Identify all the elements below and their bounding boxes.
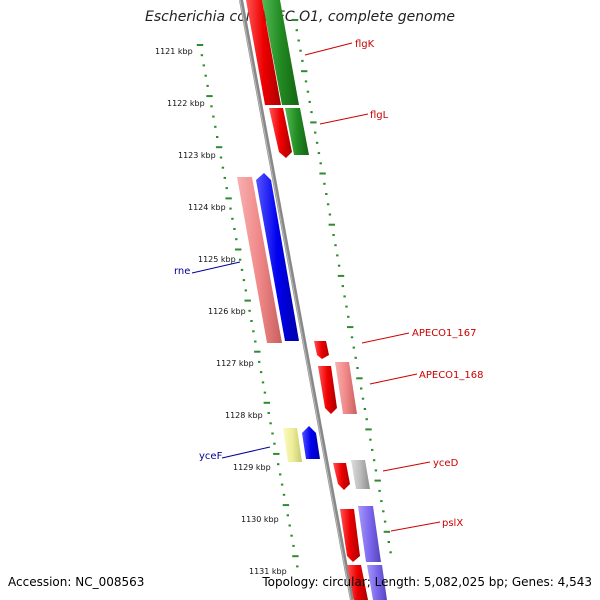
gene-label-apeco1-167: APECO1_167 — [412, 328, 477, 339]
gene-label-apeco1-168: APECO1_168 — [419, 370, 484, 381]
leader-apeco1-167 — [361, 332, 410, 344]
gene-bar-apeco1-168-pink — [335, 362, 357, 414]
gene-labels: flgK flgL rne APECO1_167 APECO1_168 yceF… — [174, 39, 484, 529]
scale-label-1130: 1130 kbp — [241, 515, 279, 524]
scale-label-1123: 1123 kbp — [178, 151, 216, 160]
scale-label-1124: 1124 kbp — [188, 203, 226, 212]
scale-label-1131: 1131 kbp — [249, 567, 287, 576]
gene-bar-ycef-yellow — [283, 428, 302, 462]
map-title: Escherichia coli APEC O1, complete genom… — [145, 9, 455, 25]
gene-label-ycef: yceF — [199, 451, 223, 462]
gene-bar-flgk-green — [262, 0, 299, 105]
scale-labels: 1121 kbp 1122 kbp 1123 kbp 1124 kbp 1125… — [155, 47, 287, 576]
gene-bar-flgl-red — [269, 108, 292, 158]
gene-label-flgl: flgL — [370, 110, 389, 121]
leader-flgl — [319, 113, 369, 125]
gene-bar-apeco1-168-red — [318, 366, 337, 414]
gene-bar-ycef-blue — [302, 426, 320, 459]
gene-label-yced: yceD — [433, 458, 459, 469]
scale-label-1127: 1127 kbp — [216, 359, 254, 368]
scale-label-1121: 1121 kbp — [155, 47, 193, 56]
scale-label-1128: 1128 kbp — [225, 411, 263, 420]
gene-bar-pslx-red — [340, 509, 360, 562]
genome-backbone — [239, 0, 354, 600]
gene-bar-flgl-green — [285, 108, 309, 155]
inner-tick-track — [196, 44, 299, 568]
scale-label-1129: 1129 kbp — [233, 463, 271, 472]
accession-text: Accession: NC_008563 — [8, 575, 145, 589]
gene-bar-apeco1-167 — [314, 341, 329, 359]
leader-apeco1-168 — [369, 373, 418, 385]
leader-flgk — [304, 42, 353, 56]
gene-features — [237, 0, 387, 600]
gene-bar-rne-pink — [237, 177, 282, 343]
gene-bar-rne-blue — [256, 173, 299, 341]
gene-bar-yced-red — [333, 463, 350, 490]
gene-bar-yced-grey — [351, 460, 370, 489]
scale-label-1125: 1125 kbp — [198, 255, 236, 264]
leader-pslx — [390, 521, 441, 532]
scale-label-1122: 1122 kbp — [167, 99, 205, 108]
leader-yced — [382, 461, 431, 472]
gene-bar-bottom-purple — [367, 565, 387, 600]
gene-label-leaders — [191, 42, 441, 532]
genome-stats-text: Topology: circular; Length: 5,082,025 bp… — [262, 575, 592, 589]
gene-label-rne: rne — [174, 266, 190, 277]
gene-label-pslx: pslX — [442, 518, 463, 529]
leader-ycef — [221, 446, 271, 459]
outer-tick-track — [291, 19, 392, 554]
gene-bar-pslx-purple — [358, 506, 381, 562]
gene-bar-bottom-red — [347, 565, 368, 600]
leader-rne — [191, 261, 241, 274]
genome-backbone-highlight — [239, 0, 352, 600]
gene-bar-flgk-red — [246, 0, 281, 105]
scale-label-1126: 1126 kbp — [208, 307, 246, 316]
gene-label-flgk: flgK — [355, 39, 375, 50]
